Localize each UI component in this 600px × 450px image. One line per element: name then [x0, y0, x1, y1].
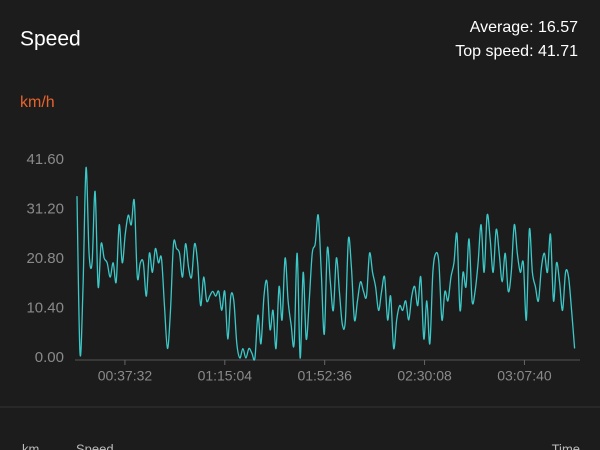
x-tick-label: 01:52:36 — [297, 368, 352, 384]
column-header: Time — [552, 441, 580, 450]
column-header: Speed — [76, 441, 114, 450]
y-tick-label: 10.40 — [26, 299, 64, 316]
column-header: km — [22, 441, 39, 450]
y-tick-label: 20.80 — [26, 250, 64, 267]
y-tick-label: 41.60 — [26, 151, 64, 168]
y-tick-label: 31.20 — [26, 200, 64, 217]
x-tick-label: 00:37:32 — [98, 368, 153, 384]
average-stat: Average: 16.57 — [470, 19, 578, 36]
x-tick-label: 03:07:40 — [497, 368, 552, 384]
y-unit: km/h — [20, 94, 55, 111]
x-tick-label: 01:15:04 — [198, 368, 253, 384]
top-speed-stat: Top speed: 41.71 — [455, 43, 578, 60]
y-tick-label: 0.00 — [35, 349, 64, 366]
speed-line — [76, 166, 576, 361]
chart-title: Speed — [20, 28, 81, 51]
x-tick-label: 02:30:08 — [397, 368, 452, 384]
